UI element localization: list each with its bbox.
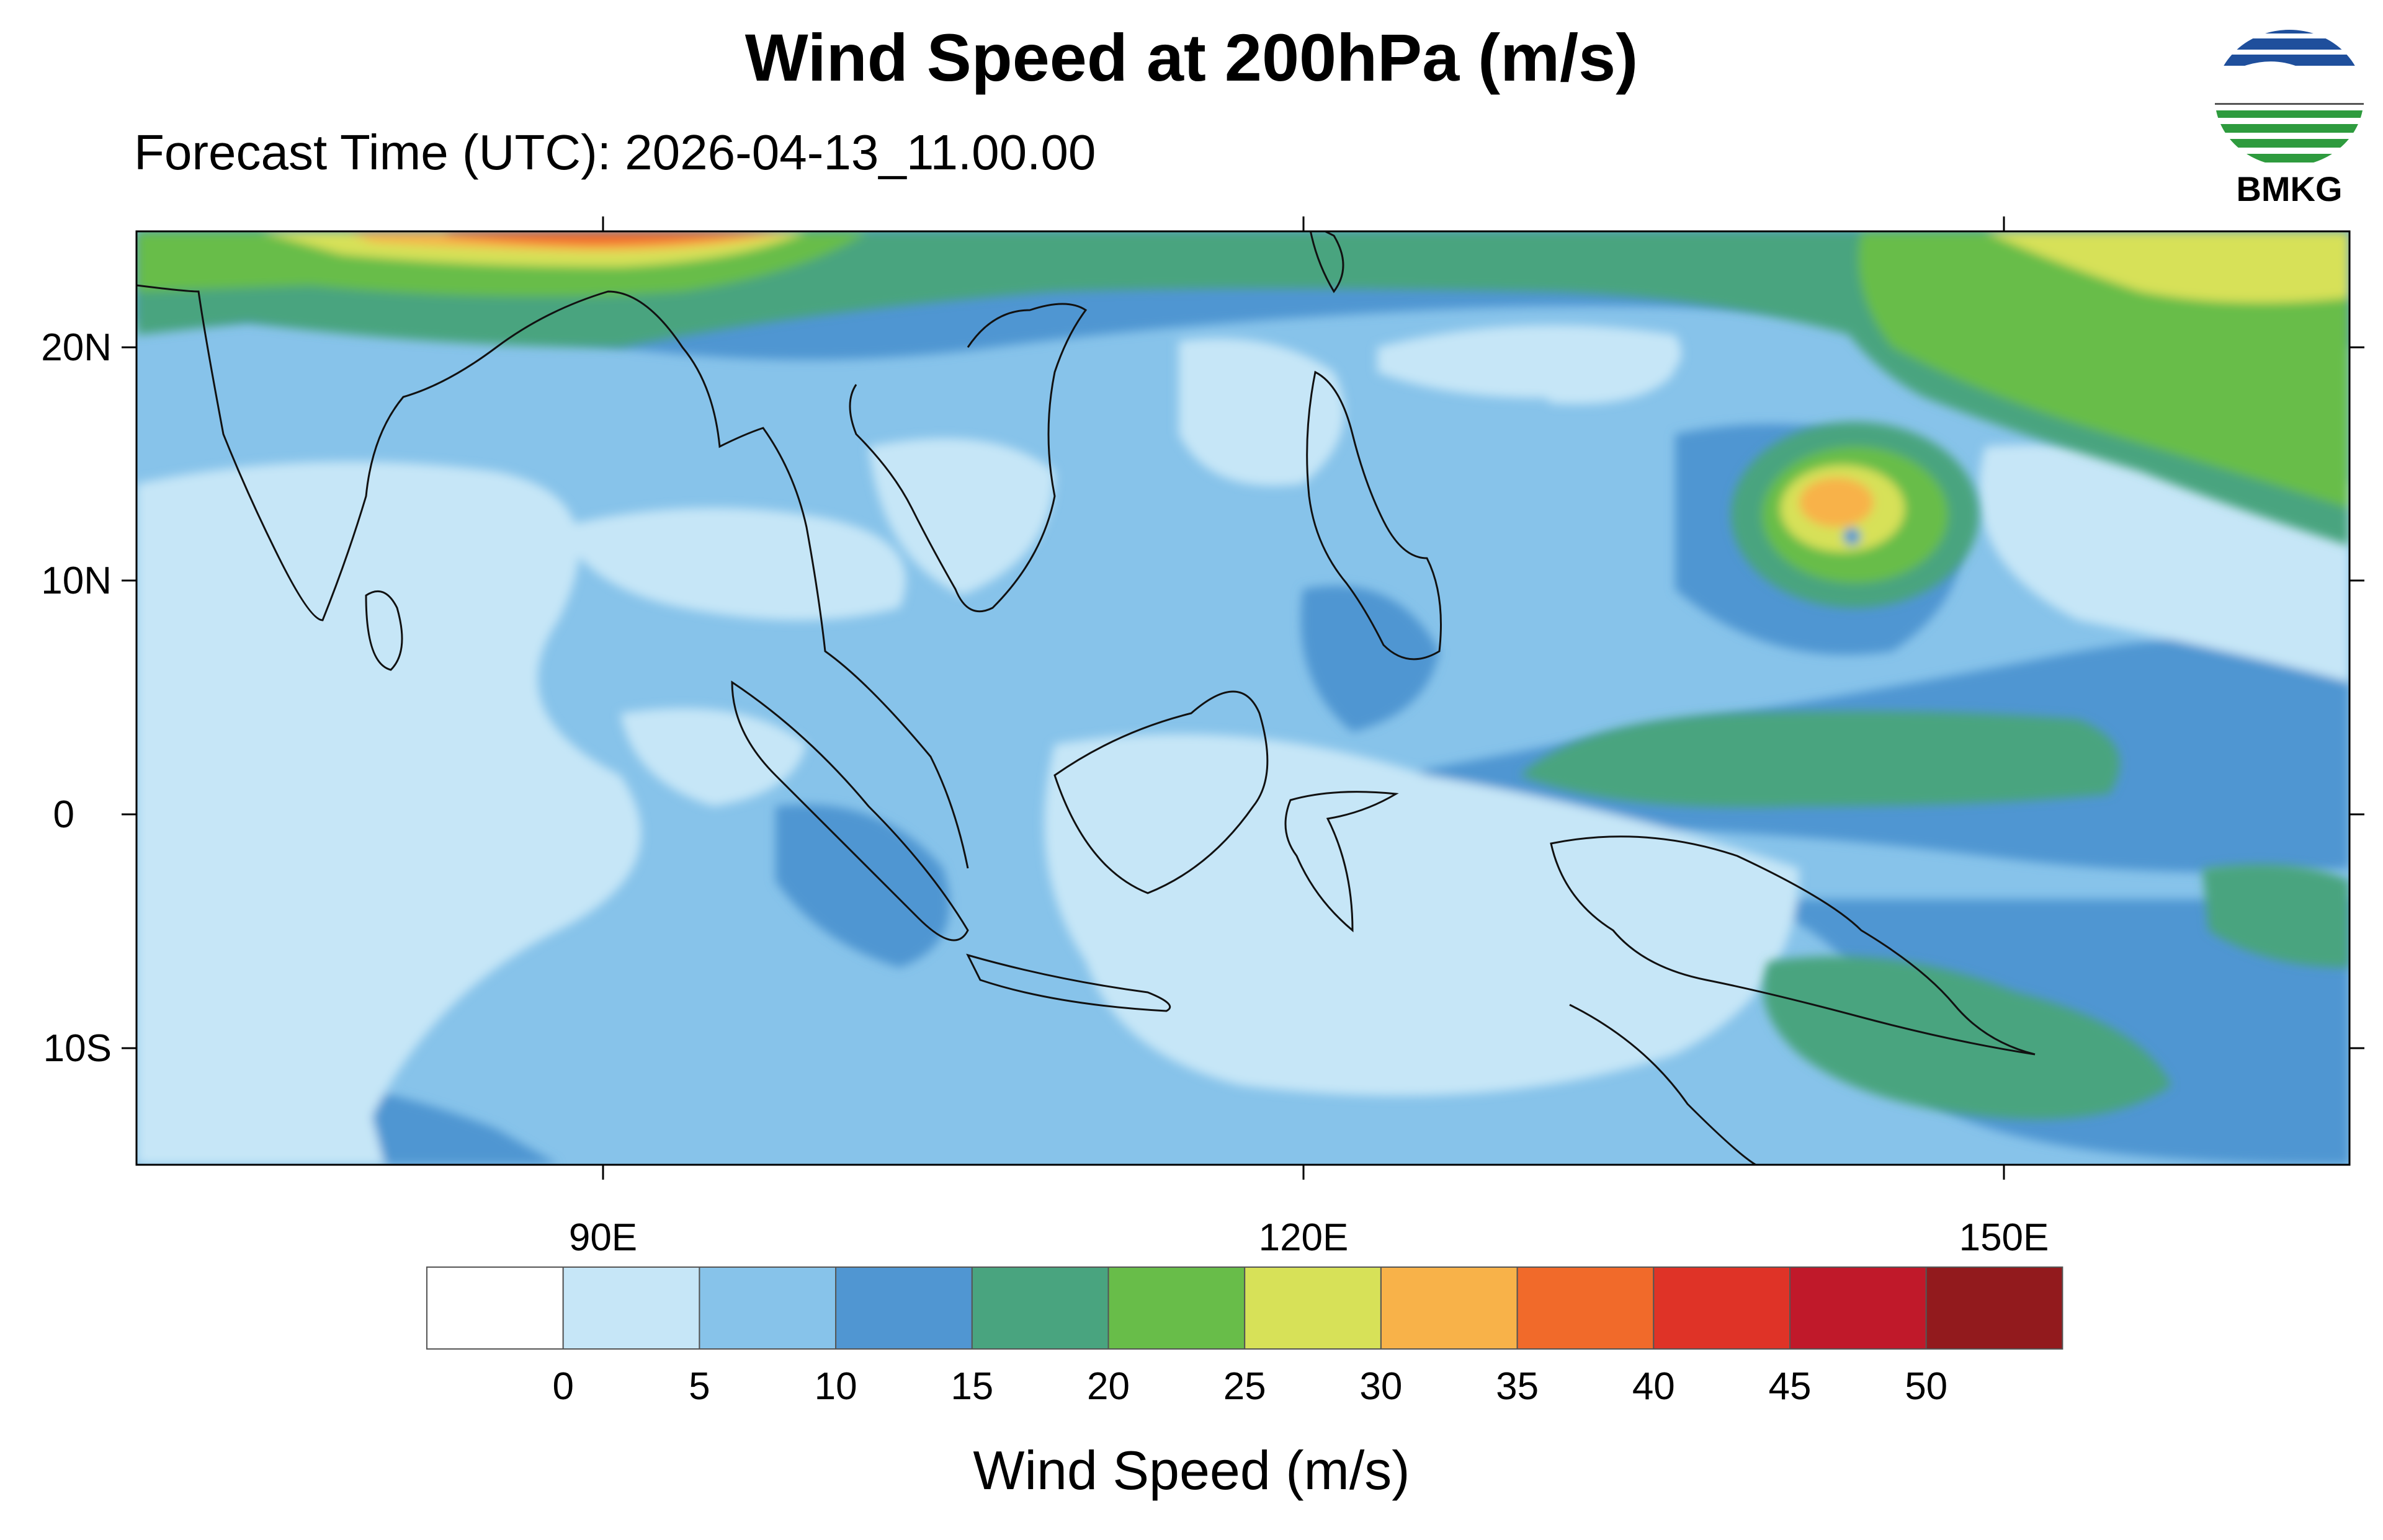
colorbar-label: 0 [552, 1365, 574, 1408]
coastlines [136, 231, 2036, 1165]
colorbar-label: 50 [1905, 1365, 1948, 1408]
colorbar-label: 40 [1632, 1365, 1675, 1408]
colorbar-box-7 [1380, 1266, 1518, 1350]
lon-label-90e: 90E [568, 1216, 638, 1259]
colorbar-box-2 [699, 1266, 837, 1350]
colorbar-box-6 [1244, 1266, 1382, 1350]
lon-label-150e: 150E [1959, 1216, 2049, 1259]
bmkg-logo-icon [2215, 30, 2364, 162]
wind-contour-field [136, 231, 2349, 1165]
colorbar-label: 15 [950, 1365, 994, 1408]
colorbar-box-8 [1516, 1266, 1655, 1350]
lat-label-20n: 20N [41, 326, 112, 369]
forecast-time-subtitle: Forecast Time (UTC): 2026-04-13_11.00.00 [134, 125, 1096, 180]
colorbar-label: 10 [814, 1365, 857, 1408]
chart-title: Wind Speed at 200hPa (m/s) [744, 20, 1639, 95]
colorbar-label: 35 [1496, 1365, 1539, 1408]
colorbar-box-1 [562, 1266, 700, 1350]
colorbar-title: Wind Speed (m/s) [973, 1440, 1410, 1501]
colorbar-box-4 [971, 1266, 1109, 1350]
colorbar-label: 30 [1359, 1365, 1403, 1408]
colorbar-label: 45 [1768, 1365, 1812, 1408]
colorbar-label: 25 [1223, 1365, 1266, 1408]
colorbar-box-9 [1653, 1266, 1791, 1350]
axis-ticks [122, 216, 2364, 1180]
colorbar-box-10 [1789, 1266, 1927, 1350]
colorbar-label: 20 [1087, 1365, 1130, 1408]
colorbar-box-5 [1107, 1266, 1246, 1350]
logo-text: BMKG [2236, 169, 2343, 208]
colorbar-label: 5 [689, 1365, 710, 1408]
colorbar-box-11 [1925, 1266, 2063, 1350]
lat-label-10n: 10N [41, 559, 112, 602]
lon-label-120e: 120E [1258, 1216, 1349, 1259]
lat-label-10s: 10S [43, 1027, 112, 1070]
colorbar-box-0 [426, 1266, 564, 1350]
colorbar-box-3 [835, 1266, 973, 1350]
lat-label-0: 0 [53, 793, 74, 836]
